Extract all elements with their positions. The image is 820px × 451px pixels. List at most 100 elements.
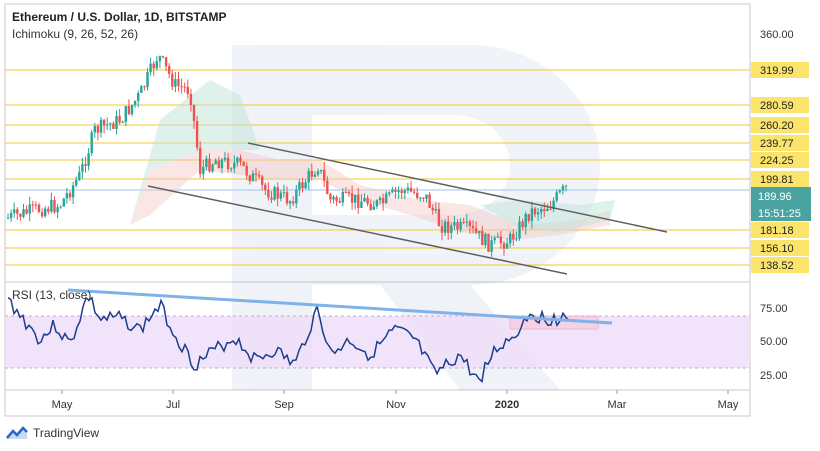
candle-body (25, 209, 28, 214)
price-tick: 224.25 (760, 155, 794, 167)
candle-body (13, 209, 16, 213)
candle-body (56, 207, 59, 213)
candle-body (518, 221, 521, 239)
candle-body (515, 238, 518, 240)
candle-body (474, 228, 478, 233)
candle-body (536, 212, 540, 215)
candle-body (164, 57, 168, 67)
footer-brand-text: TradingView (33, 426, 100, 440)
candle-body (261, 176, 264, 185)
candle-body (130, 104, 134, 115)
price-level-tag (751, 257, 809, 273)
candle-body (481, 231, 484, 246)
candle-body (202, 166, 205, 174)
tradingview-logo-icon (6, 426, 28, 439)
candle-body (90, 132, 93, 154)
price-level-tag (751, 62, 809, 78)
candle-body (350, 193, 354, 203)
footer-brand[interactable]: TradingView (6, 426, 99, 440)
candle-body (530, 208, 534, 221)
rsi-trendline (67, 288, 613, 325)
candle-body (329, 193, 332, 200)
candle-body (189, 93, 193, 106)
candle-body (205, 158, 208, 167)
candle-body (440, 226, 444, 233)
cloud-bear-area (130, 150, 610, 240)
candle-body (62, 198, 65, 207)
candle-body (161, 56, 165, 58)
current-price-tag (751, 187, 811, 221)
cloud-bull-area (130, 80, 260, 225)
candle-body (230, 168, 233, 170)
candle-body (453, 222, 456, 226)
candle-body (279, 192, 282, 199)
candle-body (502, 243, 506, 249)
candle-body (282, 192, 286, 194)
rsi-tick-50: 50.00 (760, 336, 788, 348)
candle-body (16, 209, 19, 214)
candle-body (468, 221, 472, 226)
candle-body (47, 208, 50, 212)
candle-body (177, 79, 180, 87)
candle-body (65, 193, 69, 199)
candle-body (313, 174, 317, 177)
price-level-tag (751, 171, 809, 187)
candle-body (335, 196, 338, 202)
price-level-tag (751, 222, 809, 238)
candle-body (493, 237, 496, 241)
price-level-tag (751, 117, 809, 133)
candle-body (248, 175, 251, 182)
candle-body (40, 211, 44, 217)
price-tick: 260.20 (760, 120, 794, 132)
candle-body (490, 240, 493, 252)
price-level-tag (751, 135, 809, 151)
candle-body (478, 231, 481, 233)
candle-body (251, 173, 255, 182)
candle-body (158, 56, 162, 62)
price-tick: 319.99 (760, 65, 794, 77)
candle-body (546, 208, 549, 211)
candle-body (220, 159, 224, 169)
candle-body (403, 190, 406, 194)
candle-body (397, 190, 400, 192)
candle-body (199, 147, 202, 174)
candle-body (341, 192, 344, 203)
candle-body (388, 192, 391, 194)
candle-body (174, 79, 177, 87)
candle-body (450, 225, 453, 233)
candle-body (112, 123, 115, 129)
candle-body (6, 217, 10, 219)
time-axis: May Jul Sep Nov 2020 Mar May (52, 390, 739, 411)
candle-body (186, 86, 189, 94)
channel-lower-line (147, 185, 568, 275)
candle-body (459, 221, 462, 230)
candle-body (366, 198, 369, 204)
candle-body (540, 209, 543, 213)
candle-body (140, 86, 143, 93)
candle-body (171, 73, 174, 87)
price-tick: 181.18 (760, 225, 794, 237)
candle-body (288, 201, 292, 204)
candle-body (509, 233, 512, 244)
candle-body (344, 192, 348, 194)
candle-body (400, 190, 403, 194)
candle-body (68, 193, 72, 198)
candle-body (549, 208, 552, 210)
candle-body (381, 197, 385, 204)
candle-body (37, 204, 41, 212)
candle-body (447, 221, 450, 233)
candle-body (431, 207, 434, 211)
price-tick: 156.10 (760, 243, 794, 255)
candle-body (152, 63, 155, 69)
candle-body (561, 186, 565, 191)
price-level-tag (751, 240, 809, 256)
candle-body (96, 126, 100, 133)
candle-body (357, 194, 360, 208)
candle-body (512, 233, 515, 240)
candle-body (443, 221, 447, 233)
candle-body (22, 209, 25, 217)
candle-body (226, 157, 230, 170)
candle-body (527, 214, 530, 221)
candle-body (183, 86, 186, 88)
